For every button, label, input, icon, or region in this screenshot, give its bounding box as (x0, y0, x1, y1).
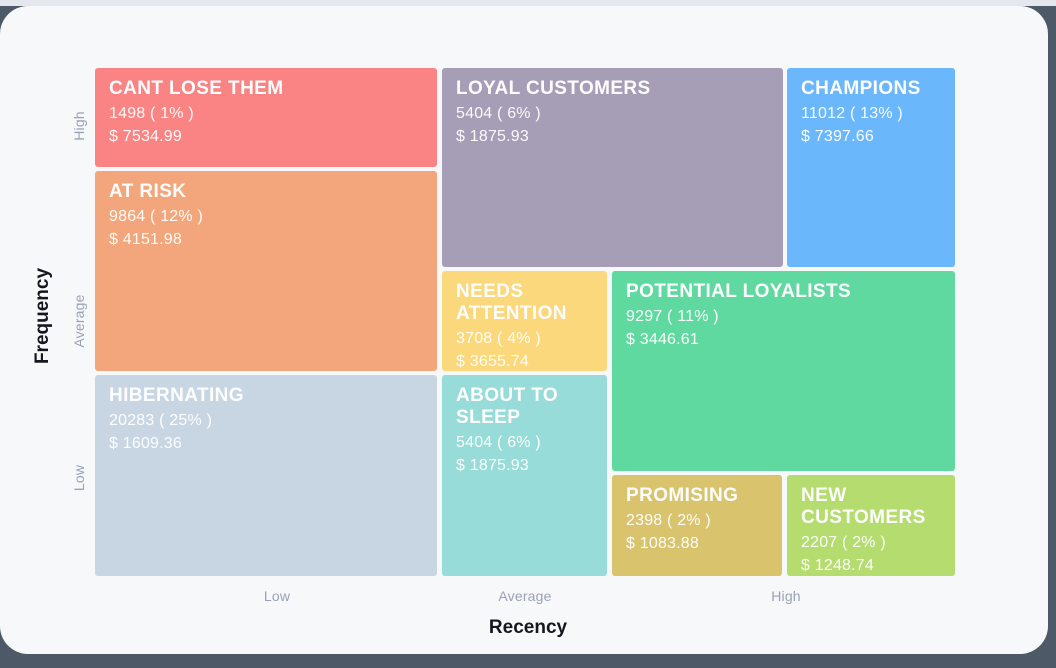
y-tick-low: Low (71, 464, 87, 492)
segment-title: NEEDS ATTENTION (456, 281, 567, 324)
segment-count: 5404 ( 6% ) (456, 105, 541, 122)
segment-title: CANT LOSE THEM (109, 78, 284, 99)
segment-needs-attention[interactable]: NEEDS ATTENTION 3708 ( 4% ) $ 3655.74 (442, 271, 607, 371)
segment-monetary: $ 3655.74 (456, 353, 529, 370)
segment-monetary: $ 7397.66 (801, 128, 874, 145)
y-tick-high: High (71, 111, 87, 141)
segment-champions[interactable]: CHAMPIONS 11012 ( 13% ) $ 7397.66 (787, 68, 955, 267)
segment-title: AT RISK (109, 181, 187, 202)
segment-cant-lose-them[interactable]: CANT LOSE THEM 1498 ( 1% ) $ 7534.99 (95, 68, 437, 167)
y-axis-title: Frequency (32, 267, 53, 365)
segment-count: 3708 ( 4% ) (456, 330, 541, 347)
segment-monetary: $ 4151.98 (109, 231, 182, 248)
segment-loyal-customers[interactable]: LOYAL CUSTOMERS 5404 ( 6% ) $ 1875.93 (442, 68, 783, 267)
segment-title: NEW CUSTOMERS (801, 485, 926, 528)
segment-monetary: $ 1083.88 (626, 535, 699, 552)
segment-title: HIBERNATING (109, 385, 244, 406)
x-tick-high: High (771, 588, 801, 604)
y-tick-average: Average (71, 294, 87, 348)
segment-title: POTENTIAL LOYALISTS (626, 281, 852, 302)
segment-monetary: $ 1609.36 (109, 435, 182, 452)
x-axis-title: Recency (488, 617, 568, 638)
segment-count: 2207 ( 2% ) (801, 534, 886, 551)
segment-potential-loyalists[interactable]: POTENTIAL LOYALISTS 9297 ( 11% ) $ 3446.… (612, 271, 955, 471)
segment-count: 5404 ( 6% ) (456, 434, 541, 451)
segment-count: 2398 ( 2% ) (626, 512, 711, 529)
segment-title: ABOUT TO SLEEP (456, 385, 559, 428)
segment-monetary: $ 3446.61 (626, 331, 699, 348)
x-tick-average: Average (498, 588, 552, 604)
top-strip (0, 0, 1056, 6)
segment-title: CHAMPIONS (801, 78, 921, 99)
segment-title: PROMISING (626, 485, 739, 506)
segment-about-to-sleep[interactable]: ABOUT TO SLEEP 5404 ( 6% ) $ 1875.93 (442, 375, 607, 576)
segment-at-risk[interactable]: AT RISK 9864 ( 12% ) $ 4151.98 (95, 171, 437, 371)
segment-count: 1498 ( 1% ) (109, 105, 194, 122)
segment-promising[interactable]: PROMISING 2398 ( 2% ) $ 1083.88 (612, 475, 782, 576)
segment-title: LOYAL CUSTOMERS (456, 78, 651, 99)
segment-count: 20283 ( 25% ) (109, 412, 213, 429)
segment-monetary: $ 1875.93 (456, 457, 529, 474)
segment-monetary: $ 1248.74 (801, 557, 874, 574)
segment-count: 11012 ( 13% ) (801, 105, 903, 122)
segment-hibernating[interactable]: HIBERNATING 20283 ( 25% ) $ 1609.36 (95, 375, 437, 576)
segment-count: 9297 ( 11% ) (626, 308, 719, 325)
x-tick-low: Low (263, 588, 291, 604)
segment-count: 9864 ( 12% ) (109, 208, 204, 225)
segment-monetary: $ 7534.99 (109, 128, 182, 145)
segment-new-customers[interactable]: NEW CUSTOMERS 2207 ( 2% ) $ 1248.74 (787, 475, 955, 576)
segment-monetary: $ 1875.93 (456, 128, 529, 145)
